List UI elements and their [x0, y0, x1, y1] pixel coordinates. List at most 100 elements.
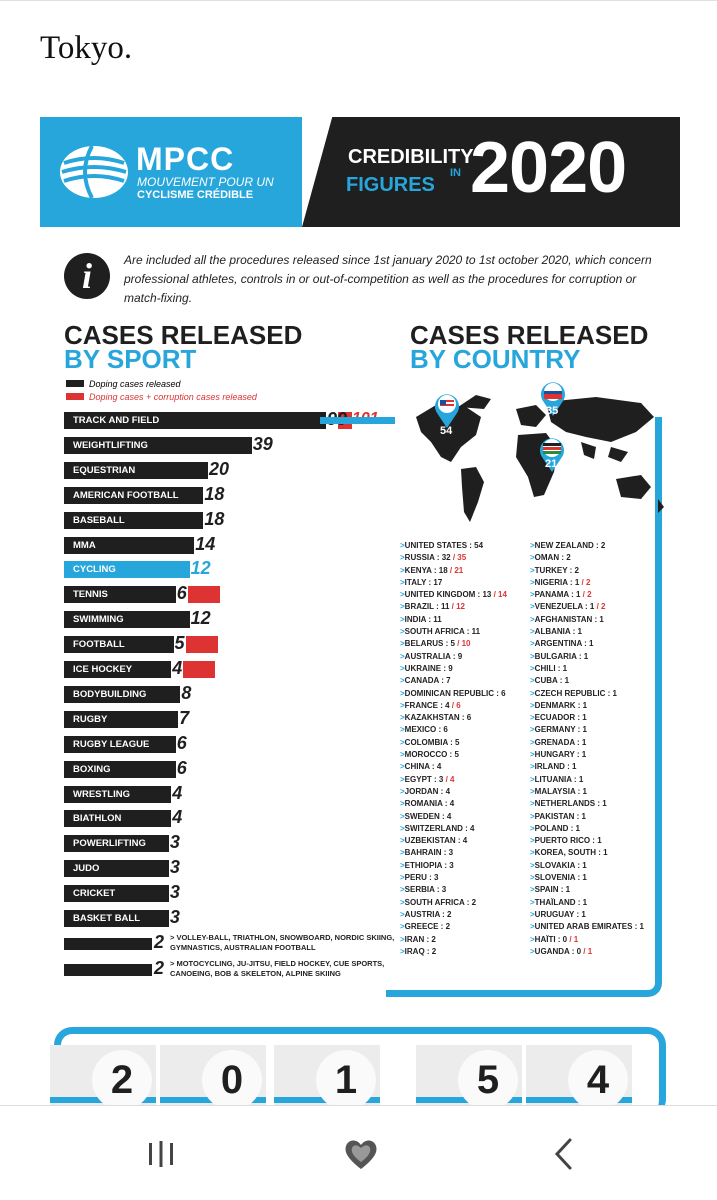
country-item: >CHILI : 1 [530, 663, 644, 675]
bullet-arrow-icon: > [400, 725, 405, 735]
bullet-arrow-icon: > [400, 836, 405, 846]
sport-bar [64, 710, 179, 728]
heart-icon[interactable] [342, 1136, 380, 1172]
sport-bar [64, 661, 172, 678]
country-item: >FRANCE : 4 / 6 [400, 700, 507, 712]
sport-bar [64, 735, 176, 753]
sport-value: 7 [179, 707, 190, 728]
recent-apps-icon[interactable] [146, 1141, 176, 1167]
country-total-value: / 21 [447, 565, 464, 575]
country-item: >ALBANIA : 1 [530, 626, 644, 638]
country-name-value: NEW ZEALAND : 2 [534, 541, 606, 550]
world-map [416, 395, 664, 522]
bullet-arrow-icon: > [530, 590, 535, 600]
legend-swatch-black [66, 380, 84, 387]
legend-corruption: Doping cases + corruption cases released [66, 390, 257, 403]
pin-kenya-value: 21 [545, 458, 558, 470]
country-name-value: EGYPT : 3 [404, 774, 444, 784]
country-item: >BRAZIL : 11 / 12 [400, 601, 507, 613]
top-divider [0, 0, 717, 6]
sport-bar [64, 611, 190, 629]
bullet-arrow-icon: > [400, 922, 405, 932]
sport-bar [64, 860, 169, 878]
sport-bar [64, 536, 195, 554]
country-total-value: / 2 [580, 590, 592, 600]
bullet-arrow-icon: > [400, 873, 405, 883]
bullet-arrow-icon: > [400, 946, 405, 956]
sport-corruption-bar [187, 586, 220, 604]
bullet-arrow-icon: > [530, 848, 535, 858]
bullet-arrow-icon: > [530, 651, 535, 661]
country-total-value: / 12 [449, 602, 465, 612]
country-item: >UNITED KINGDOM : 13 / 14 [400, 589, 507, 601]
country-name-value: ECUADOR : 1 [534, 713, 587, 723]
country-name-value: IRAN : 2 [404, 934, 436, 944]
country-frame [386, 417, 662, 997]
bullet-arrow-icon: > [530, 934, 535, 944]
country-item: >KOREA, SOUTH : 1 [530, 847, 644, 859]
bullet-arrow-icon: > [400, 774, 405, 784]
sport-label: BIATHLON [73, 813, 122, 825]
sport-bar [64, 486, 204, 504]
country-name-value: GRENADA : 1 [534, 737, 587, 747]
country-name-value: ALBANIA : 1 [534, 627, 582, 637]
country-item: >LITUANIA : 1 [530, 774, 644, 786]
sport-bar [64, 511, 204, 529]
counter-digit: 0 [202, 1050, 262, 1105]
bullet-arrow-icon: > [530, 553, 535, 563]
sport-label: MMA [73, 539, 96, 551]
bullet-arrow-icon: > [400, 786, 405, 796]
country-item: >OMAN : 2 [530, 552, 644, 564]
country-item: >MOROCCO : 5 [400, 749, 507, 761]
bullet-arrow-icon: > [530, 774, 535, 784]
bullet-arrow-icon: > [400, 590, 405, 600]
back-chevron-icon[interactable] [552, 1138, 576, 1170]
country-name-value: BELARUS : 5 [404, 639, 455, 649]
pin-russia-value: 35 [546, 405, 559, 417]
sport-value: 4 [172, 782, 183, 803]
sport-label: BOXING [73, 763, 111, 775]
bullet-arrow-icon: > [530, 786, 535, 796]
sport-value: 8 [181, 682, 192, 703]
country-item: >KENYA : 18 / 21 [400, 565, 507, 577]
sport-value: 4 [172, 658, 183, 678]
bullet-arrow-icon: > [400, 688, 405, 698]
country-item: >CANADA : 7 [400, 675, 507, 687]
country-total-value: / 10 [454, 639, 471, 649]
sport-label: EQUESTRIAN [73, 464, 136, 476]
bullet-arrow-icon: > [400, 799, 405, 809]
country-item: >BELARUS : 5 / 10 [400, 638, 507, 650]
sport-label: POWERLIFTING [73, 838, 146, 850]
counter-digit: 5 [458, 1050, 518, 1105]
country-item: >RUSSIA : 32 / 35 [400, 552, 507, 564]
country-item: >SPAIN : 1 [530, 884, 644, 896]
credibility-band [302, 117, 680, 227]
bullet-arrow-icon: > [530, 676, 535, 686]
country-item: >KAZAKHSTAN : 6 [400, 712, 507, 724]
infographic-image[interactable]: MPCC MOUVEMENT POUR UN CYCLISME CRÉDIBLE… [40, 117, 680, 1105]
country-item: >SWEDEN : 4 [400, 811, 507, 823]
sport-value: 18 [204, 483, 225, 504]
bullet-arrow-icon: > [530, 909, 535, 919]
sport-value: 6 [176, 732, 187, 753]
sport-bar [64, 785, 172, 803]
legend-doping: Doping cases released [66, 377, 257, 390]
country-name-value: MOROCCO : 5 [404, 750, 459, 760]
country-name-value: HUNGARY : 1 [534, 750, 587, 760]
country-name-value: PAKISTAN : 1 [534, 811, 586, 821]
country-name-value: UNITED STATES : 54 [404, 541, 484, 550]
legend-swatch-red [66, 393, 84, 400]
sport-value: 3 [169, 882, 180, 903]
sport-value: 3 [169, 857, 180, 878]
info-text: Are included all the procedures released… [124, 253, 652, 305]
country-name-value: URUGUAY : 1 [534, 909, 586, 919]
country-name-value: CHILI : 1 [534, 663, 568, 673]
country-item: >URUGUAY : 1 [530, 909, 644, 921]
country-item: >ECUADOR : 1 [530, 712, 644, 724]
country-name-value: PERU : 3 [404, 873, 439, 883]
bullet-arrow-icon: > [530, 639, 535, 649]
country-item: >SOUTH AFRICA : 11 [400, 626, 507, 638]
bullet-arrow-icon: > [400, 541, 405, 550]
country-name-value: MEXICO : 6 [404, 725, 448, 735]
sport-bar [64, 885, 169, 903]
